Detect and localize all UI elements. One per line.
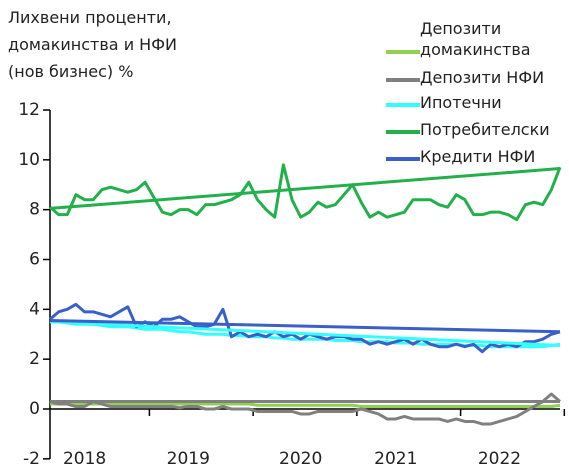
- chart-title: домакинства и НФИ: [8, 35, 177, 54]
- y-tick-label: 6: [29, 250, 40, 270]
- legend-label: Кредити НФИ: [420, 147, 536, 166]
- legend-label: Потребителски: [420, 120, 550, 139]
- y-tick-label: 4: [29, 299, 40, 319]
- legend-item: Потребителски: [386, 119, 566, 140]
- x-tick-label: 2021: [374, 449, 417, 465]
- x-tick-label: 2019: [167, 449, 210, 465]
- legend-item: Депозити домакинства: [386, 18, 566, 60]
- series-line: [49, 163, 562, 222]
- x-tick-label: 2018: [63, 449, 106, 465]
- x-tick-label: 2022: [478, 449, 521, 465]
- y-tick-label: 12: [18, 100, 40, 120]
- legend-item: Кредити НФИ: [386, 146, 566, 167]
- legend-swatch: [386, 157, 420, 161]
- y-tick-label: -2: [23, 449, 40, 465]
- legend-swatch: [386, 103, 420, 107]
- trend-line: [49, 319, 561, 334]
- legend-label: Депозити НФИ: [420, 68, 545, 87]
- series-line: [49, 392, 561, 426]
- legend-label: Ипотечни: [420, 93, 502, 112]
- x-tick-label: 2020: [279, 449, 322, 465]
- legend-label: Депозити домакинства: [420, 19, 531, 59]
- y-tick-label: 8: [29, 200, 40, 220]
- legend-item: Ипотечни: [386, 92, 566, 113]
- legend-swatch: [386, 78, 420, 82]
- series-line: [50, 402, 561, 409]
- y-tick-label: 10: [18, 150, 40, 170]
- chart-title: Лихвени проценти,: [8, 8, 172, 27]
- legend-swatch: [386, 50, 420, 54]
- chart-title: (нов бизнес) %: [8, 62, 134, 81]
- trend-line: [49, 320, 561, 347]
- y-tick-label: 2: [29, 349, 40, 369]
- legend-item: Депозити НФИ: [386, 67, 566, 88]
- legend-swatch: [386, 130, 420, 134]
- trend-line: [49, 167, 561, 210]
- y-tick-label: 0: [29, 399, 40, 419]
